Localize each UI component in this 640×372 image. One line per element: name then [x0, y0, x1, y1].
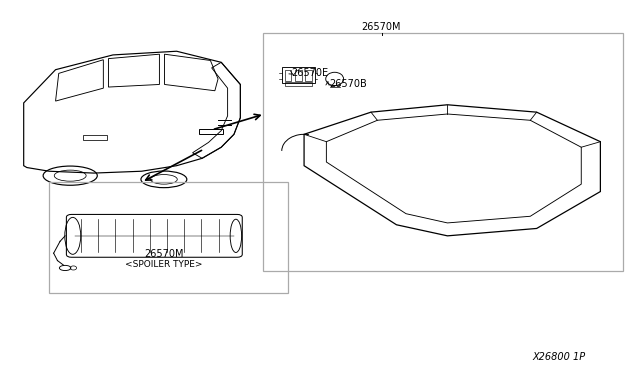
Bar: [285, 82, 312, 86]
Bar: [83, 135, 107, 140]
Text: 26570M: 26570M: [361, 22, 400, 32]
Text: 26570M: 26570M: [144, 249, 184, 259]
Text: X26800 1P: X26800 1P: [532, 352, 586, 362]
Text: <SPOILER TYPE>: <SPOILER TYPE>: [125, 260, 203, 269]
Bar: [295, 70, 301, 81]
Bar: [49, 182, 288, 293]
Text: 26570B: 26570B: [330, 80, 367, 89]
Bar: [262, 33, 623, 271]
Bar: [305, 70, 312, 81]
Bar: [282, 67, 315, 83]
Bar: [199, 129, 223, 134]
Bar: [285, 70, 291, 81]
Text: 26570E: 26570E: [291, 68, 328, 78]
